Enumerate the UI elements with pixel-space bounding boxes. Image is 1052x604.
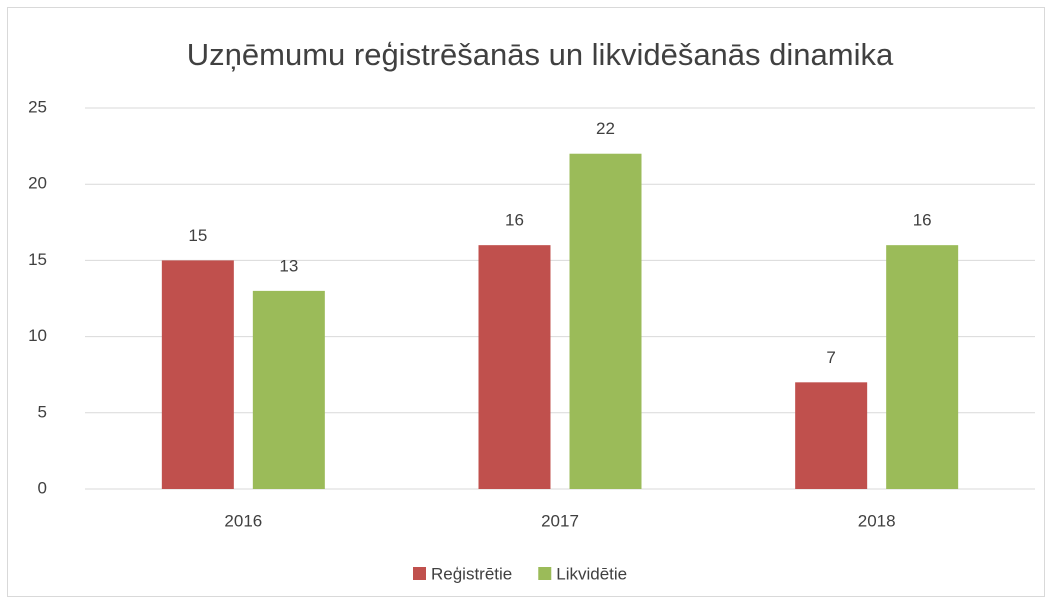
y-tick-label: 10 xyxy=(28,326,47,345)
y-tick-label: 15 xyxy=(28,250,47,269)
x-tick-label: 2017 xyxy=(541,511,579,530)
y-tick-label: 5 xyxy=(38,402,47,421)
bar xyxy=(795,382,868,489)
chart-title: Uzņēmumu reģistrēšanās un likvidēšanās d… xyxy=(187,37,894,72)
x-tick-label: 2016 xyxy=(224,511,262,530)
data-label: 16 xyxy=(505,211,524,230)
x-tick-label: 2018 xyxy=(858,511,896,530)
data-label: 16 xyxy=(913,211,932,230)
bar xyxy=(252,290,325,489)
y-tick-label: 25 xyxy=(28,97,47,116)
bar xyxy=(886,245,959,489)
bar xyxy=(478,245,551,489)
data-label: 13 xyxy=(279,256,298,275)
legend-label: Reģistrētie xyxy=(431,564,512,583)
bar xyxy=(161,260,234,489)
data-label: 22 xyxy=(596,119,615,138)
data-label: 15 xyxy=(188,226,207,245)
legend-swatch xyxy=(413,567,426,580)
y-tick-label: 0 xyxy=(38,478,47,497)
y-tick-label: 20 xyxy=(28,174,47,193)
legend-swatch xyxy=(538,567,552,580)
data-label: 7 xyxy=(826,348,835,367)
legend-label: Likvidētie xyxy=(556,564,627,583)
bar xyxy=(569,153,642,489)
